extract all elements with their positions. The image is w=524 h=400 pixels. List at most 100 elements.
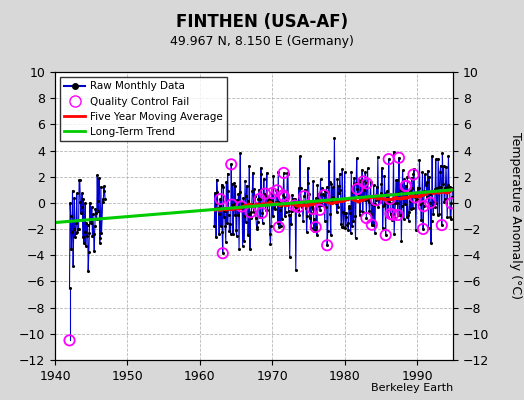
Point (365, 208, 374, 214)
Point (259, 200, 267, 206)
Point (373, 184, 381, 190)
Point (363, 165, 372, 171)
Point (431, 186, 439, 192)
Point (248, 188, 257, 194)
Point (226, 230, 235, 237)
Point (445, 184, 454, 191)
Point (212, 234, 220, 240)
Point (278, 199, 287, 206)
Point (369, 222, 377, 228)
Point (301, 187, 310, 193)
Point (243, 182, 251, 189)
Point (271, 198, 280, 205)
Point (363, 180, 371, 187)
Point (72, 219, 80, 226)
Point (221, 223, 230, 229)
Point (243, 198, 252, 204)
Point (84, 268, 92, 274)
Point (80, 229, 89, 235)
Point (356, 208, 365, 214)
Text: 49.967 N, 8.150 E (Germany): 49.967 N, 8.150 E (Germany) (170, 36, 354, 48)
Point (328, 198, 336, 205)
Point (81, 200, 90, 207)
Point (79, 234, 87, 241)
Point (428, 153, 436, 159)
Point (390, 231, 398, 238)
Point (216, 196, 225, 202)
Point (342, 214, 350, 220)
Point (358, 166, 366, 173)
Point (88, 204, 96, 210)
Point (239, 195, 247, 201)
Point (301, 187, 309, 193)
Point (398, 203, 406, 210)
Point (290, 196, 298, 202)
Point (403, 174, 411, 180)
Point (264, 199, 272, 205)
Point (408, 174, 416, 181)
Point (219, 250, 227, 256)
Point (304, 180, 313, 186)
Point (213, 176, 221, 183)
Point (218, 228, 226, 235)
Point (378, 225, 387, 232)
Point (219, 250, 227, 256)
Point (377, 190, 385, 196)
Point (446, 213, 454, 220)
Point (437, 184, 445, 191)
Point (71, 230, 80, 236)
Point (386, 211, 395, 217)
Point (278, 216, 286, 223)
Point (442, 164, 450, 170)
Point (361, 169, 369, 176)
Point (319, 192, 328, 198)
Point (438, 222, 446, 228)
Point (396, 211, 404, 218)
Point (231, 183, 239, 189)
Point (79, 196, 88, 202)
Point (279, 170, 288, 176)
Point (318, 202, 326, 208)
Point (251, 193, 259, 199)
Point (91, 223, 99, 230)
Point (315, 191, 323, 197)
Point (294, 204, 302, 210)
Point (279, 192, 287, 198)
Point (397, 238, 406, 244)
Point (414, 193, 422, 200)
Point (306, 198, 314, 205)
Point (271, 205, 279, 212)
Point (238, 243, 247, 249)
Point (253, 226, 261, 232)
Point (270, 201, 279, 207)
Point (434, 156, 442, 162)
Point (330, 196, 338, 202)
Point (426, 200, 434, 206)
Point (90, 231, 98, 237)
Point (386, 196, 394, 202)
Point (67, 213, 75, 219)
Point (275, 199, 283, 206)
Point (222, 239, 230, 245)
Point (287, 220, 295, 227)
Point (358, 209, 367, 215)
Point (276, 206, 285, 213)
Point (375, 194, 383, 200)
Point (320, 192, 329, 198)
Point (361, 196, 369, 203)
Point (430, 204, 439, 210)
Point (239, 238, 248, 244)
Point (273, 187, 281, 194)
Point (246, 209, 255, 216)
Point (275, 224, 283, 230)
Point (389, 212, 397, 218)
Point (347, 169, 355, 175)
Point (230, 201, 238, 207)
Point (68, 228, 76, 235)
Point (268, 190, 277, 196)
Point (70, 194, 79, 201)
Point (385, 199, 394, 205)
Point (310, 216, 319, 222)
Point (229, 231, 237, 238)
Point (83, 221, 92, 228)
